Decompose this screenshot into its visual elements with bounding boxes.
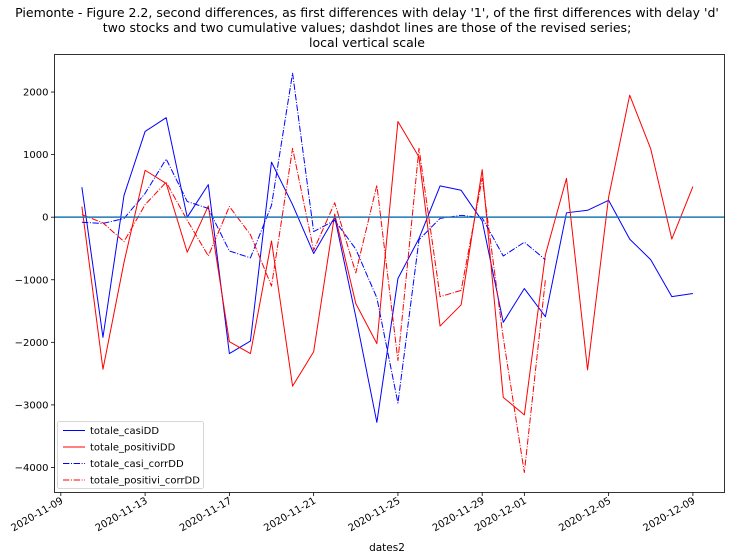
legend: totale_casiDD totale_positiviDD totale_cas… [57,421,204,489]
legend-box [57,421,204,489]
y-tick-label: 1000 [23,150,48,161]
series-line-totale_casiDD [81,117,693,423]
legend-label-totale_casiDD: totale_casiDD [90,426,159,437]
legend-label-totale_positivi_corrDD: totale_positivi_corrDD [90,476,200,487]
x-axis-label: dates2 [369,542,405,554]
x-tick-label: 2020-11-09 [9,496,65,535]
x-tick-label: 2020-12-05 [557,496,613,535]
chart-title-line-3: local vertical scale [309,35,425,50]
chart-title-line-2: two stocks and two cumulative values; da… [103,20,632,35]
series-line-totale_casi_corrDD [81,72,546,404]
plot-content [54,72,725,473]
y-axis: 2000 1000 0 −1000 −2000 −3000 −4000 [15,88,55,474]
y-tick-label: −4000 [15,463,49,474]
legend-label-totale_positiviDD: totale_positiviDD [90,443,176,454]
y-tick-label: 2000 [23,88,48,99]
x-tick-label: 2020-12-09 [642,496,698,535]
series-line-totale_positivi_corrDD [81,147,546,473]
x-tick-label: 2020-11-25 [347,496,403,535]
legend-label-totale_casi_corrDD: totale_casi_corrDD [90,459,184,470]
x-axis: 2020-11-09 2020-11-13 2020-11-17 2020-11-21… [9,492,698,535]
y-tick-label: −1000 [15,275,49,286]
series-line-totale_positiviDD [81,94,694,416]
x-tick-label: 2020-11-13 [94,496,150,535]
x-tick-label: 2020-11-17 [178,496,234,535]
y-tick-label: −3000 [15,400,49,411]
chart-title-line-1: Piemonte - Figure 2.2, second difference… [15,5,719,20]
x-tick-label: 2020-11-21 [262,496,318,535]
y-tick-label: 0 [42,213,48,224]
y-tick-label: −2000 [15,338,49,349]
plot-frame [54,54,725,493]
